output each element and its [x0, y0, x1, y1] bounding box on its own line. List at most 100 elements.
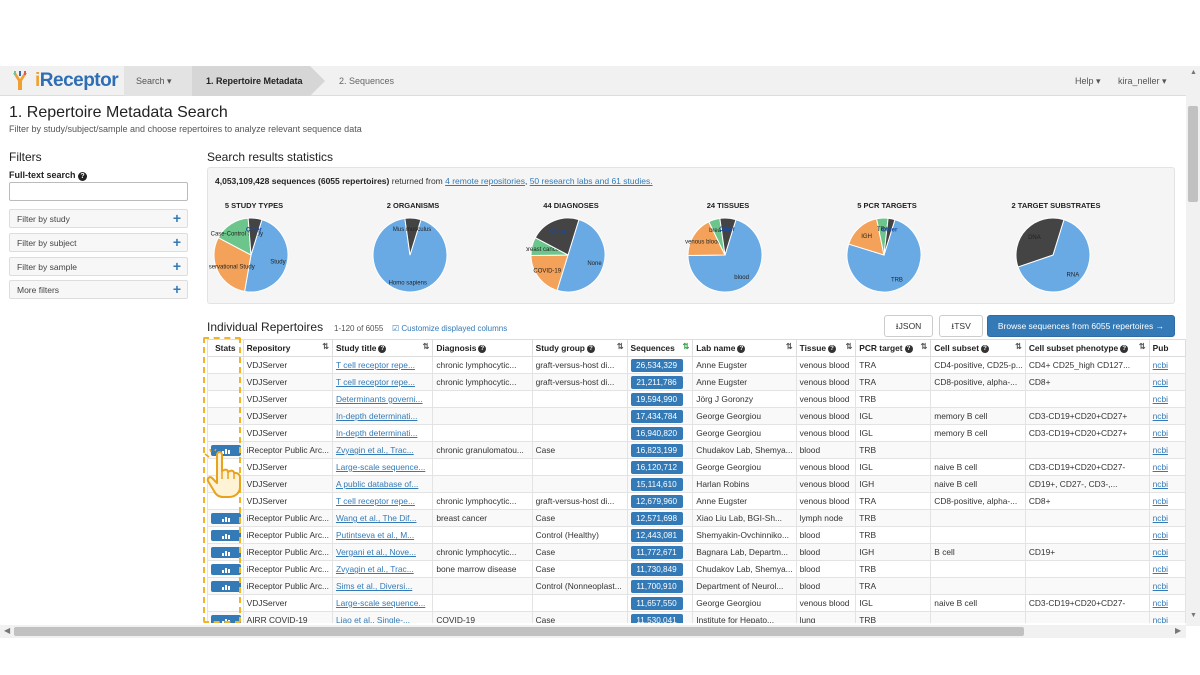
publication-link[interactable]: ncbi [1152, 615, 1168, 623]
study-title-link[interactable]: T cell receptor repe... [335, 496, 415, 506]
cell-study[interactable]: Wang et al., The Dif... [331, 509, 434, 527]
scroll-right-icon[interactable]: ▶ [1175, 626, 1182, 635]
info-icon[interactable]: ? [1120, 345, 1129, 353]
scroll-left-icon[interactable]: ◀ [4, 626, 11, 635]
pie-slice[interactable] [244, 219, 289, 293]
cell-pub[interactable]: ncbi [1148, 543, 1186, 561]
study-title-link[interactable]: Putintseva et al., M... [335, 530, 415, 540]
column-header[interactable]: Tissue? ⇅ [795, 339, 857, 357]
breadcrumb-repertoire-metadata[interactable]: 1. Repertoire Metadata [192, 66, 325, 96]
table-row[interactable]: iReceptor Public Arc... Vergani et al., N… [207, 543, 1186, 561]
help-menu[interactable]: Help ▾ [1075, 76, 1101, 86]
study-title-link[interactable]: Zvyagin et al., Trac... [335, 445, 414, 455]
study-title-link[interactable]: Determinants governi... [335, 394, 423, 404]
column-header[interactable]: Pub [1148, 339, 1186, 357]
horizontal-scrollbar[interactable]: ◀ ▶ [0, 625, 1186, 638]
fulltext-search-input[interactable] [9, 182, 188, 201]
pie-slice[interactable] [687, 221, 726, 257]
pie-slice[interactable] [1017, 219, 1091, 293]
stats-bar-chart-button[interactable] [211, 512, 241, 524]
column-header[interactable]: Cell subset phenotype? ⇅ [1024, 339, 1150, 357]
pie-slice[interactable] [534, 217, 580, 256]
sort-icon[interactable]: ⇅ [1138, 342, 1146, 351]
ireceptor-logo[interactable]: iReceptor [10, 69, 119, 93]
cell-study[interactable]: Zvyagin et al., Trac... [331, 560, 434, 578]
info-icon[interactable]: ? [737, 345, 746, 353]
publication-link[interactable]: ncbi [1152, 360, 1168, 370]
cell-study[interactable]: Putintseva et al., M... [331, 526, 434, 544]
publication-link[interactable]: ncbi [1152, 581, 1168, 591]
remote-repositories-link[interactable]: 4 remote repositories [445, 176, 525, 186]
cell-pub[interactable]: ncbi [1148, 475, 1186, 493]
cell-study[interactable]: T cell receptor repe... [331, 492, 434, 510]
stats-bar-chart-button[interactable] [211, 563, 241, 575]
publication-link[interactable]: ncbi [1152, 428, 1168, 438]
sort-icon[interactable]: ⇅ [322, 342, 329, 351]
publication-link[interactable]: ncbi [1152, 496, 1168, 506]
column-header[interactable]: Cell subset? ⇅ [930, 339, 1026, 357]
cell-pub[interactable]: ncbi [1148, 390, 1186, 408]
table-row[interactable]: VDJServer T cell receptor repe... chronic … [207, 492, 1186, 510]
cell-study[interactable]: Liao et al., Single-... [331, 611, 434, 623]
vertical-scrollbar[interactable]: ▲ ▼ [1186, 66, 1200, 626]
download-json-button[interactable]: ⭳JSON [884, 315, 933, 337]
pie-slice[interactable] [530, 254, 569, 291]
cell-pub[interactable]: ncbi [1148, 373, 1186, 391]
vertical-scroll-thumb[interactable] [1188, 106, 1198, 202]
cell-study[interactable]: In-depth determinati... [331, 424, 434, 442]
filter-by-subject-button[interactable]: Filter by subject + [9, 233, 188, 252]
browse-sequences-button[interactable]: Browse sequences from 6055 repertoires → [987, 315, 1175, 337]
cell-pub[interactable]: ncbi [1148, 492, 1186, 510]
table-row[interactable]: AIRR COVID-19 Liao et al., Single-... COVI… [207, 611, 1186, 623]
publication-link[interactable]: ncbi [1152, 462, 1168, 472]
publication-link[interactable]: ncbi [1152, 479, 1168, 489]
publication-link[interactable]: ncbi [1152, 547, 1168, 557]
table-row[interactable]: VDJServer A public database of... 15,114,6… [207, 475, 1186, 493]
column-header[interactable]: PCR target? ⇅ [855, 339, 932, 357]
column-header[interactable]: Stats [207, 339, 244, 357]
publication-link[interactable]: ncbi [1152, 445, 1168, 455]
column-header[interactable]: Sequences ⇅ [626, 339, 694, 357]
sort-icon[interactable]: ⇅ [422, 342, 430, 351]
sort-icon[interactable]: ⇅ [1015, 342, 1022, 351]
cell-pub[interactable]: ncbi [1148, 611, 1186, 623]
publication-link[interactable]: ncbi [1152, 513, 1168, 523]
study-title-link[interactable]: In-depth determinati... [335, 428, 418, 438]
pie-slice[interactable] [719, 217, 737, 256]
publication-link[interactable]: ncbi [1152, 411, 1168, 421]
column-header[interactable]: Study title? ⇅ [331, 339, 434, 357]
table-row[interactable]: iReceptor Public Arc... Zvyagin et al., T… [207, 560, 1186, 578]
table-row[interactable]: VDJServer In-depth determinati... 17,434,7… [207, 407, 1186, 425]
sort-icon[interactable]: ⇅ [845, 342, 853, 351]
pie-chart[interactable]: None COVID-19 breast cancer Other [526, 213, 610, 297]
cell-pub[interactable]: ncbi [1148, 441, 1186, 459]
pie-slice[interactable] [687, 219, 763, 293]
cell-pub[interactable]: ncbi [1148, 458, 1186, 476]
cell-study[interactable]: Large-scale sequence... [331, 594, 434, 612]
breadcrumb-sequences[interactable]: 2. Sequences [339, 76, 395, 86]
table-row[interactable]: iReceptor Public Arc... Zvyagin et al., T… [207, 441, 1186, 459]
cell-pub[interactable]: ncbi [1148, 577, 1186, 595]
scroll-down-icon[interactable]: ▼ [1190, 612, 1197, 619]
publication-link[interactable]: ncbi [1152, 598, 1168, 608]
column-header[interactable]: Study group? ⇅ [531, 339, 628, 357]
table-row[interactable]: VDJServer Large-scale sequence... 16,120,7… [207, 458, 1186, 476]
pie-slice[interactable] [883, 217, 896, 256]
scroll-up-icon[interactable]: ▲ [1190, 69, 1197, 76]
pie-slice[interactable] [372, 217, 448, 293]
stats-bar-chart-button[interactable] [211, 444, 241, 456]
stats-bar-chart-button[interactable] [211, 546, 241, 558]
table-row[interactable]: iReceptor Public Arc... Sims et al., Dive… [207, 577, 1186, 595]
pie-slice[interactable] [846, 219, 922, 293]
info-icon[interactable]: ? [586, 345, 595, 353]
sort-icon[interactable]: ⇅ [682, 342, 690, 351]
cell-pub[interactable]: ncbi [1148, 407, 1186, 425]
more-filters-button[interactable]: More filters + [9, 280, 188, 299]
sort-icon[interactable]: ⇅ [616, 342, 624, 351]
pie-chart[interactable]: Homo sapiens Mus musculus [368, 213, 452, 297]
pie-slice[interactable] [1015, 217, 1065, 268]
cell-study[interactable]: Zvyagin et al., Trac... [331, 441, 434, 459]
study-title-link[interactable]: Wang et al., The Dif... [335, 513, 417, 523]
sort-icon[interactable]: ⇅ [785, 342, 793, 351]
